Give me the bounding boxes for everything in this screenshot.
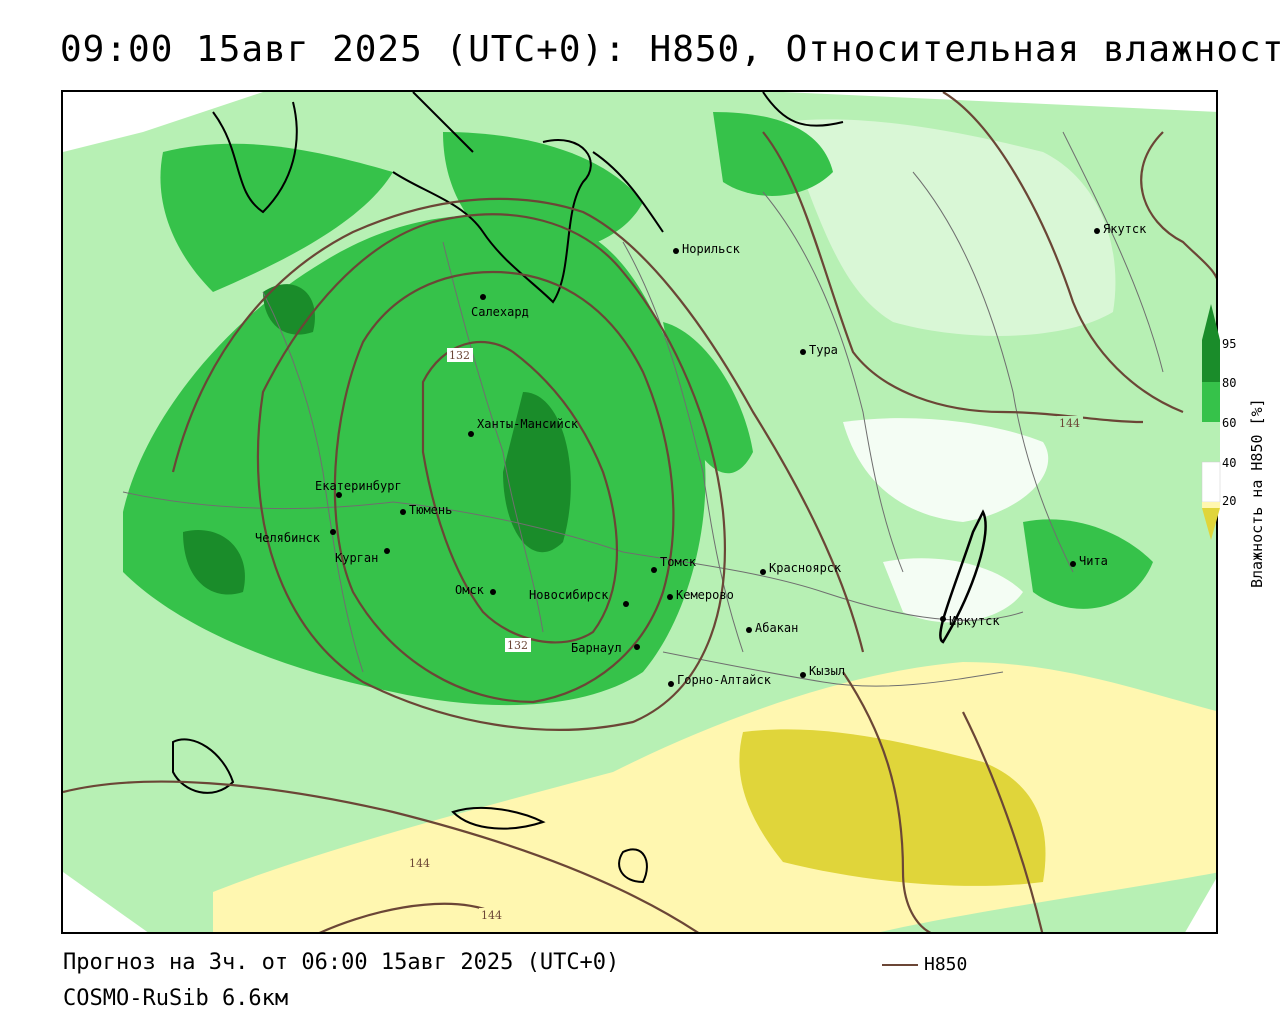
colorbar-title: Влажность на H850 [%] bbox=[1248, 398, 1266, 588]
svg-text:Курган: Курган bbox=[335, 551, 378, 565]
humidity-area-high-yenisei bbox=[663, 322, 753, 474]
humidity-area-northeast bbox=[783, 119, 1116, 336]
city-chelyabinsk: Челябинск bbox=[255, 529, 336, 545]
humidity-area-high-chita bbox=[1023, 519, 1153, 609]
colorbar-tick-label: 95 bbox=[1222, 337, 1237, 351]
svg-text:Норильск: Норильск bbox=[682, 242, 741, 256]
svg-text:Кемерово: Кемерово bbox=[676, 588, 734, 602]
city-irkutsk: Иркутск bbox=[940, 614, 1000, 628]
isoline-legend-label: H850 bbox=[924, 954, 968, 975]
lake-issyk-kul bbox=[618, 848, 648, 884]
svg-text:Барнаул: Барнаул bbox=[571, 641, 622, 655]
colorbar-bin-20 bbox=[1202, 502, 1220, 508]
svg-text:Екатеринбург: Екатеринбург bbox=[315, 479, 402, 493]
city-omsk: Омск bbox=[455, 583, 496, 597]
colorbar-bin-60 bbox=[1202, 422, 1220, 462]
forecast-info: Прогноз на 3ч. от 06:00 15авг 2025 (UTC+… bbox=[63, 950, 620, 975]
city-tyumen: Тюмень bbox=[400, 503, 452, 517]
colorbar-tick-label: 20 bbox=[1222, 494, 1237, 508]
colorbar-tick-label: 80 bbox=[1222, 376, 1237, 390]
colorbar-tick-label: 40 bbox=[1222, 456, 1237, 470]
humidity-area-high bbox=[123, 215, 706, 706]
isoline-legend: H850 bbox=[882, 954, 967, 975]
svg-text:Горно-Алтайск: Горно-Алтайск bbox=[677, 673, 772, 687]
isoline-label: 144 bbox=[1059, 417, 1080, 430]
svg-text:Кызыл: Кызыл bbox=[809, 664, 845, 678]
lake-balkhash bbox=[451, 806, 546, 830]
city-markers: Якутск Норильск Салехард Тура Ханты-Манс… bbox=[255, 222, 1147, 687]
city-salekhard: Салехард bbox=[471, 294, 529, 319]
projection-corner-se bbox=[1185, 878, 1216, 932]
city-yakutsk: Якутск bbox=[1094, 222, 1147, 236]
map-canvas: 132 132 144 144 144 Якутск Норильск Сале… bbox=[63, 92, 1216, 932]
humidity-colorbar bbox=[1201, 304, 1221, 540]
city-gorno-altaysk: Горно-Алтайск bbox=[668, 673, 772, 687]
svg-text:Ханты-Мансийск: Ханты-Мансийск bbox=[477, 417, 579, 431]
svg-text:Чита: Чита bbox=[1079, 554, 1108, 568]
svg-text:Абакан: Абакан bbox=[755, 621, 798, 635]
city-kyzyl: Кызыл bbox=[800, 664, 845, 678]
humidity-area-very-high-3 bbox=[263, 284, 315, 335]
isoline-label: 144 bbox=[481, 909, 502, 922]
model-name: COSMO-RuSib 6.6км bbox=[63, 986, 289, 1011]
svg-text:Красноярск: Красноярск bbox=[769, 561, 842, 575]
city-yekaterinburg: Екатеринбург bbox=[315, 479, 402, 498]
h850-isolines bbox=[63, 92, 1216, 932]
city-tura: Тура bbox=[800, 343, 838, 357]
humidity-area-white-1 bbox=[843, 418, 1049, 522]
coastline-gydan bbox=[592, 151, 664, 233]
isoline-label-group: 132 132 144 144 144 bbox=[407, 348, 1083, 922]
colorbar-bin-95 bbox=[1202, 340, 1220, 382]
city-chita: Чита bbox=[1070, 554, 1108, 568]
humidity-area-high-north bbox=[160, 143, 393, 292]
colorbar-tick-label: 60 bbox=[1222, 416, 1237, 430]
humidity-area-very-high-1 bbox=[503, 392, 571, 553]
colorbar-bottom-arrow bbox=[1202, 508, 1220, 540]
svg-text:Челябинск: Челябинск bbox=[255, 531, 321, 545]
city-khanty-mansiysk: Ханты-Мансийск bbox=[468, 417, 579, 437]
city-tomsk: Томск bbox=[651, 555, 697, 573]
city-kurgan: Курган bbox=[335, 548, 390, 565]
isoline-legend-swatch bbox=[882, 963, 918, 966]
svg-text:Иркутск: Иркутск bbox=[949, 614, 1000, 628]
coastline-caspian bbox=[172, 738, 235, 794]
colorbar-bin-40 bbox=[1201, 461, 1221, 503]
city-kemerovo: Кемерово bbox=[667, 588, 734, 602]
city-norilsk: Норильск bbox=[673, 242, 741, 256]
city-abakan: Абакан bbox=[746, 621, 798, 635]
coastline-novaya-zemlya bbox=[412, 92, 474, 153]
svg-text:Томск: Томск bbox=[660, 555, 697, 569]
coastline-kola bbox=[212, 101, 298, 214]
svg-text:Новосибирск: Новосибирск bbox=[529, 588, 609, 602]
humidity-area-high-yamal bbox=[443, 132, 643, 255]
isoline-label: 132 bbox=[507, 639, 528, 652]
map-panel: 132 132 144 144 144 Якутск Норильск Сале… bbox=[61, 90, 1218, 934]
humidity-area-high-taimyr bbox=[713, 112, 833, 196]
humidity-area-very-high-2 bbox=[183, 530, 245, 595]
map-title: 09:00 15авг 2025 (UTC+0): H850, Относите… bbox=[60, 29, 1280, 70]
lake-baikal bbox=[939, 509, 987, 644]
projection-corner-sw bbox=[63, 872, 148, 932]
city-novosibirsk: Новосибирск bbox=[529, 588, 629, 607]
city-barnaul: Барнаул bbox=[571, 641, 640, 655]
humidity-area-very-low bbox=[739, 729, 1046, 886]
svg-text:Якутск: Якутск bbox=[1103, 222, 1147, 236]
svg-text:Тюмень: Тюмень bbox=[409, 503, 452, 517]
coastline-taimyr bbox=[762, 92, 844, 127]
projection-corner-nw bbox=[63, 92, 263, 152]
administrative-borders bbox=[122, 131, 1164, 687]
isoline-label: 144 bbox=[409, 857, 430, 870]
isoline-label: 132 bbox=[449, 349, 470, 362]
coastline-yamal bbox=[392, 139, 592, 304]
city-krasnoyarsk: Красноярск bbox=[760, 561, 842, 575]
svg-text:Тура: Тура bbox=[809, 343, 838, 357]
svg-text:Салехард: Салехард bbox=[471, 305, 529, 319]
svg-text:Омск: Омск bbox=[455, 583, 485, 597]
colorbar-bin-80 bbox=[1202, 382, 1220, 422]
colorbar-top-arrow bbox=[1202, 304, 1220, 340]
